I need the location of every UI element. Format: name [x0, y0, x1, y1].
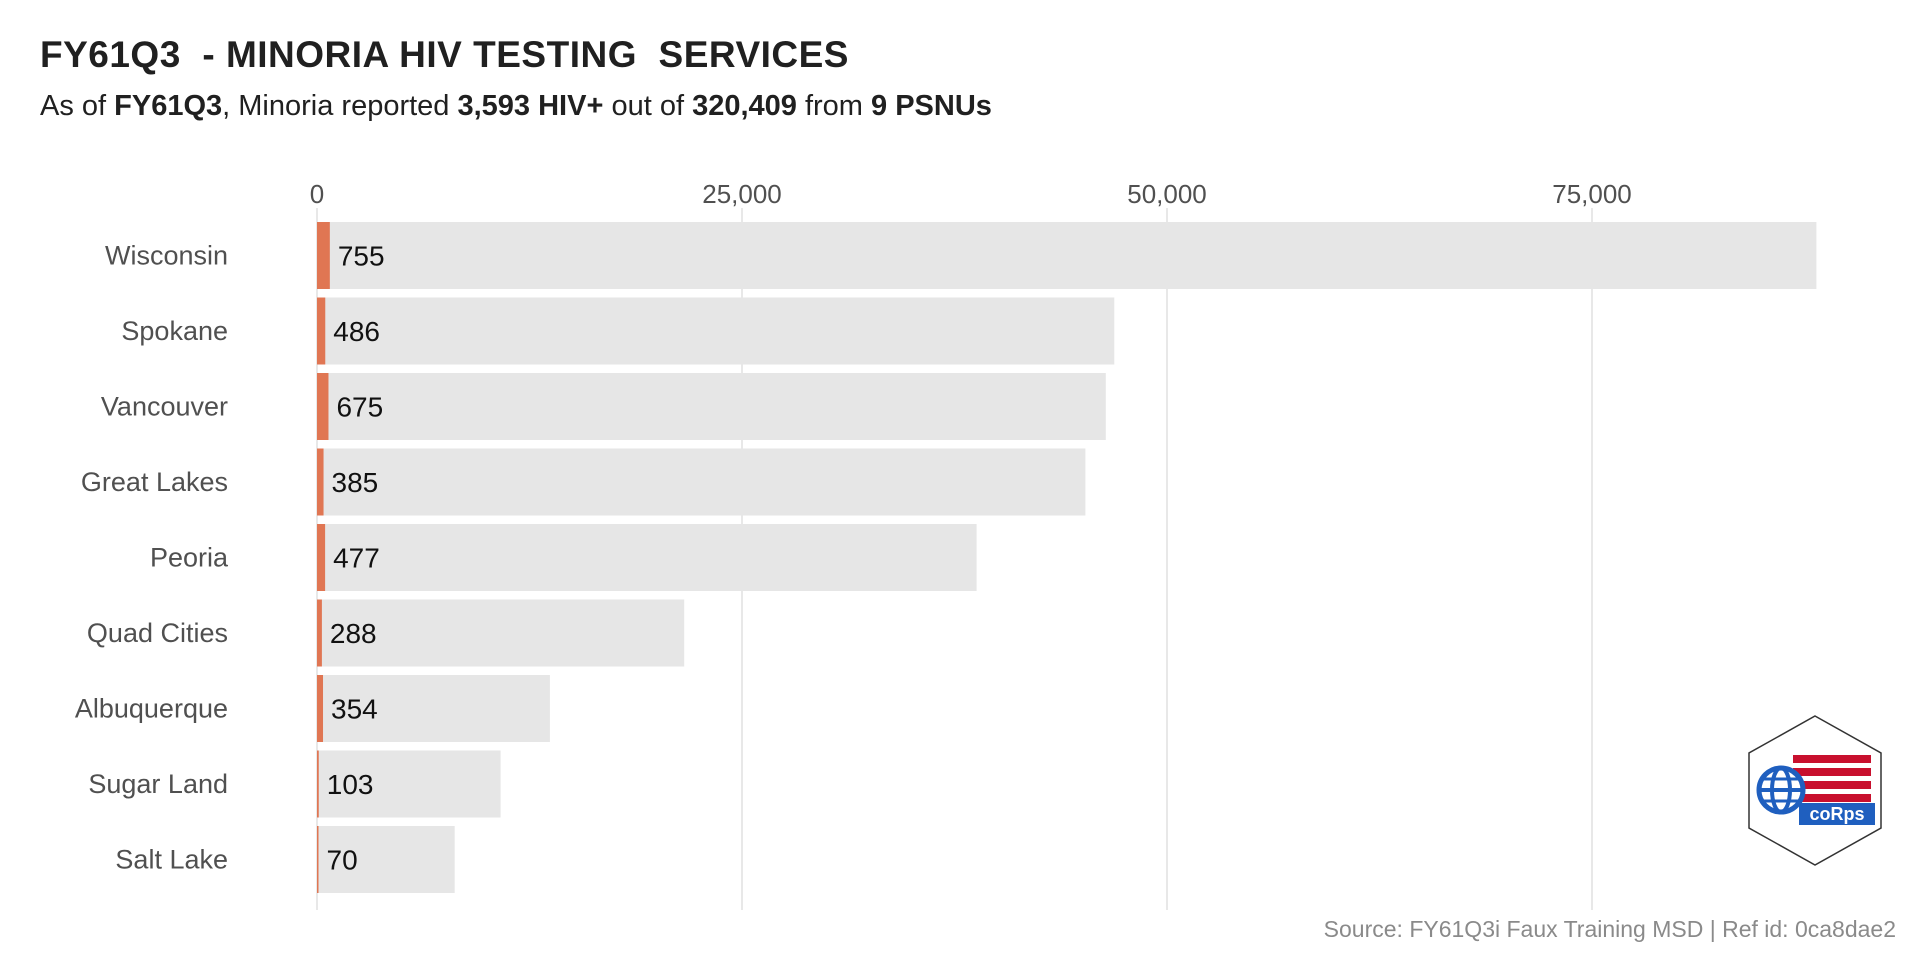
positive-bar: [317, 297, 326, 365]
positive-bar: [317, 524, 326, 591]
source-note: Source: FY61Q3i Faux Training MSD | Ref …: [1323, 916, 1896, 942]
category-label: Spokane: [121, 316, 228, 346]
category-label: Peoria: [150, 543, 229, 573]
subtitle-text: from: [796, 90, 872, 122]
x-tick-label: 0: [310, 179, 324, 209]
data-label: 103: [327, 769, 374, 800]
logo-text: coRps: [1809, 804, 1864, 824]
globe-flag-logo-icon: coRps: [1748, 715, 1882, 866]
total-bar: [317, 297, 1115, 365]
category-label: Albuquerque: [75, 694, 228, 724]
subtitle-text: As of: [40, 90, 115, 122]
total-bar: [317, 373, 1106, 440]
category-label: Great Lakes: [81, 467, 228, 497]
data-label: 486: [333, 316, 380, 347]
positive-bar: [317, 750, 319, 818]
data-label: 70: [327, 845, 358, 876]
data-label: 354: [331, 694, 378, 725]
category-label: Vancouver: [101, 392, 228, 422]
category-label: Salt Lake: [115, 845, 228, 875]
data-label: 385: [332, 467, 379, 498]
subtitle-psnus: 9 PSNUs: [871, 90, 992, 122]
positive-bar: [317, 222, 330, 289]
data-label: 755: [338, 241, 385, 272]
positive-bar: [317, 599, 322, 667]
subtitle-positives: 3,593 HIV+: [457, 90, 604, 122]
positive-bar: [317, 675, 324, 742]
category-label: Wisconsin: [105, 241, 228, 271]
x-tick-label: 50,000: [1127, 179, 1207, 209]
category-label: Quad Cities: [87, 618, 228, 648]
total-bar: [317, 524, 977, 591]
category-label: Sugar Land: [88, 769, 228, 799]
subtitle-tests: 320,409: [692, 90, 797, 122]
subtitle-text: , Minoria reported: [222, 90, 458, 122]
positive-bar: [317, 448, 324, 516]
total-bar: [317, 675, 550, 742]
chart-subtitle: As of FY61Q3, Minoria reported 3,593 HIV…: [40, 90, 992, 123]
subtitle-text: out of: [603, 90, 693, 122]
total-bar: [317, 222, 1817, 289]
total-bar: [317, 750, 501, 818]
positive-bar: [317, 373, 329, 440]
data-label: 675: [336, 392, 383, 423]
x-tick-label: 25,000: [702, 179, 782, 209]
positive-bar: [317, 826, 319, 893]
total-bar: [317, 826, 455, 893]
total-bar: [317, 448, 1086, 516]
total-bar: [317, 599, 685, 667]
x-tick-label: 75,000: [1552, 179, 1632, 209]
data-label: 288: [330, 618, 377, 649]
subtitle-period: FY61Q3: [114, 90, 223, 122]
chart-title: FY61Q3 - MINORIA HIV TESTING SERVICES: [40, 34, 849, 75]
data-label: 477: [333, 543, 380, 574]
